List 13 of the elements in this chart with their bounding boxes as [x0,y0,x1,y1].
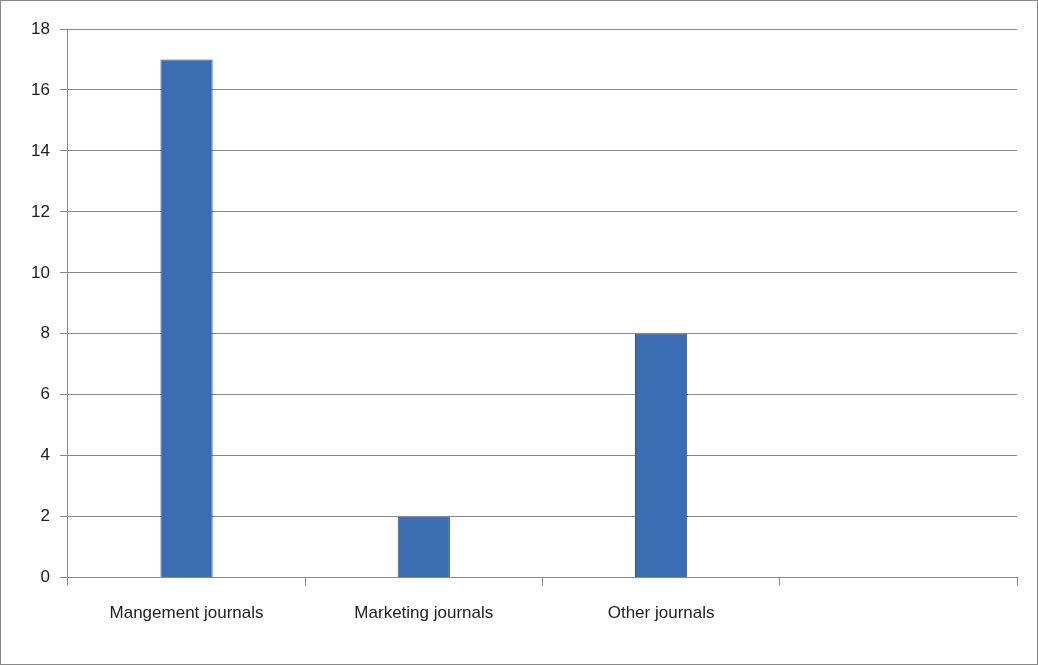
y-tick-label: 16 [30,79,50,99]
y-tick-label: 14 [30,140,50,160]
y-tick-label: 0 [40,567,50,587]
y-tick-label: 6 [40,384,50,404]
y-tick-label: 12 [30,201,50,221]
y-tick-label: 18 [30,18,50,38]
x-tick-label: Other journals [607,603,715,623]
y-tick-label: 2 [40,506,50,526]
y-tick-label: 4 [40,445,50,465]
x-tick-label: Marketing journals [354,603,494,623]
y-tick-label: 8 [40,323,50,343]
x-tick-label: Mangement journals [109,603,264,623]
y-tick-label: 10 [30,262,50,282]
